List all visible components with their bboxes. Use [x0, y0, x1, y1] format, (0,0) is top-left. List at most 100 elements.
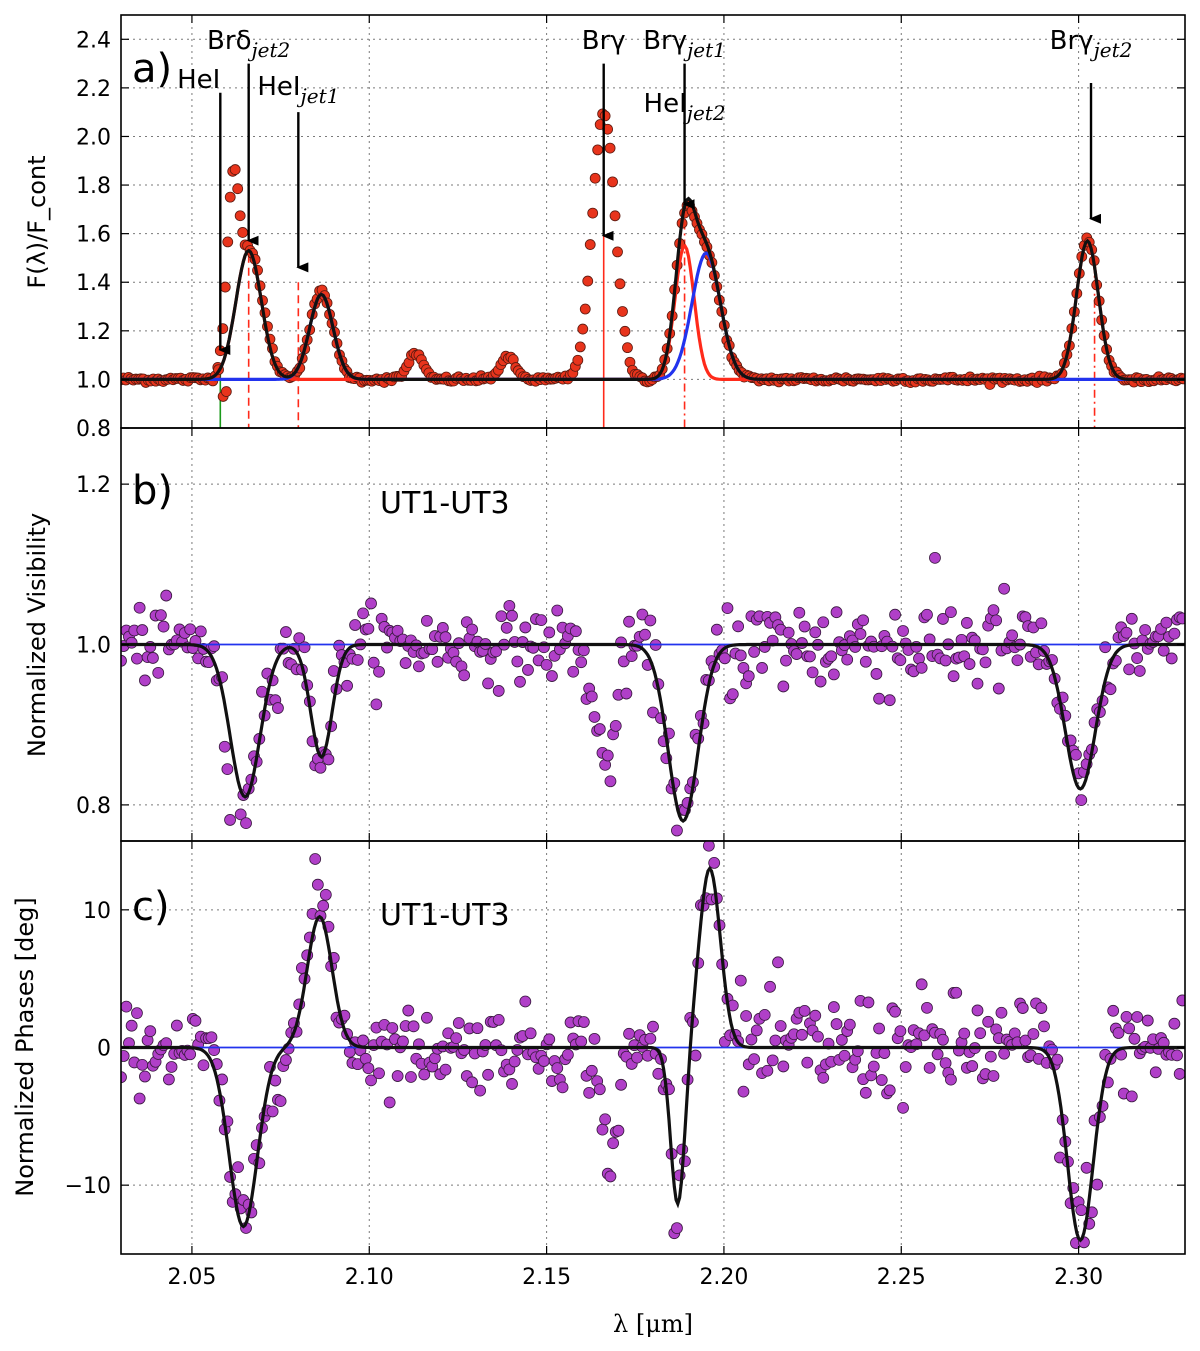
data-point — [121, 1050, 130, 1062]
x-tick-label: 2.15 — [522, 1265, 571, 1290]
data-point — [234, 808, 247, 821]
data-point — [937, 1033, 949, 1046]
data-point — [1125, 612, 1138, 625]
plot-area — [121, 841, 1185, 1249]
data-point — [644, 614, 657, 627]
data-point — [121, 654, 127, 667]
data-point — [827, 668, 840, 681]
data-point — [1165, 652, 1178, 665]
data-point — [272, 702, 284, 714]
data-point — [133, 601, 146, 614]
data-point — [614, 278, 626, 290]
data-point — [809, 626, 822, 639]
data-point — [165, 1061, 178, 1073]
data-point — [1168, 1017, 1181, 1030]
data-point — [780, 654, 792, 667]
data-point — [929, 551, 941, 564]
data-point — [838, 1049, 851, 1062]
panel-b: 0.8 1.0 1.2 — [76, 427, 1186, 842]
data-point — [131, 1007, 143, 1020]
data-point — [737, 1085, 750, 1098]
data-point — [577, 1016, 590, 1028]
data-point — [854, 628, 867, 640]
data-point — [612, 246, 623, 258]
data-point — [748, 1053, 760, 1066]
data-point — [314, 761, 327, 774]
data-point — [197, 1059, 210, 1072]
data-point — [184, 1048, 197, 1061]
data-point — [777, 680, 790, 693]
data-point — [160, 589, 173, 602]
data-point — [862, 996, 875, 1009]
data-point — [870, 668, 883, 680]
data-point — [958, 1027, 971, 1040]
data-point — [915, 661, 928, 674]
data-points — [121, 108, 1185, 402]
data-point — [921, 1001, 933, 1014]
data-point — [439, 1063, 452, 1076]
data-point — [971, 677, 984, 690]
data-point — [121, 1000, 133, 1013]
data-point — [317, 899, 330, 912]
data-point — [136, 624, 149, 636]
data-point — [1075, 794, 1088, 807]
annotation-label: Brγjet2 — [1050, 26, 1133, 62]
data-point — [170, 1019, 183, 1032]
data-point — [506, 609, 518, 622]
annotation-label: HeIjet1 — [257, 72, 339, 108]
data-point — [604, 1170, 617, 1183]
annotation-label: HeI — [177, 65, 220, 95]
data-point — [984, 1050, 997, 1063]
data-point — [974, 1027, 987, 1040]
data-point — [966, 1060, 979, 1072]
data-point — [617, 306, 628, 317]
data-point — [420, 614, 433, 627]
data-point — [827, 1001, 840, 1013]
data-point — [575, 656, 588, 669]
data-point — [889, 608, 901, 621]
data-point — [365, 597, 377, 610]
data-point — [503, 599, 516, 612]
data-point — [923, 1061, 936, 1074]
data-point — [139, 674, 151, 687]
data-point — [144, 1025, 157, 1038]
data-point — [812, 1030, 824, 1043]
data-point — [1120, 1010, 1133, 1023]
data-point — [612, 1124, 625, 1137]
data-point — [609, 210, 621, 222]
data-point — [224, 814, 236, 826]
data-point — [604, 142, 616, 154]
data-point — [492, 685, 505, 697]
data-point — [689, 1049, 702, 1062]
data-point — [357, 607, 369, 620]
data-point — [519, 995, 532, 1008]
x-tick-label: 2.05 — [167, 1265, 216, 1290]
data-point — [593, 1083, 606, 1096]
fit-curve — [121, 196, 1185, 381]
data-point — [777, 1060, 790, 1073]
data-point — [1160, 616, 1173, 629]
model-curve — [121, 865, 1185, 1243]
data-point — [745, 1033, 758, 1046]
data-point — [806, 666, 819, 679]
data-point — [708, 857, 721, 869]
data-point — [883, 1084, 896, 1097]
data-point — [774, 1020, 787, 1032]
data-point — [1133, 665, 1146, 677]
data-point — [809, 1009, 822, 1022]
data-point — [636, 608, 649, 621]
data-point — [582, 275, 594, 287]
data-point — [538, 1055, 550, 1067]
data-point — [889, 1005, 901, 1018]
data-point — [857, 614, 870, 627]
data-point — [232, 183, 244, 195]
data-point — [992, 682, 1005, 695]
data-point — [607, 1137, 619, 1150]
data-point — [1171, 1049, 1183, 1062]
data-point — [341, 679, 354, 692]
data-point — [798, 620, 811, 633]
data-point — [623, 615, 635, 628]
data-point — [830, 606, 843, 619]
data-point — [644, 1032, 657, 1045]
data-point — [535, 614, 548, 627]
